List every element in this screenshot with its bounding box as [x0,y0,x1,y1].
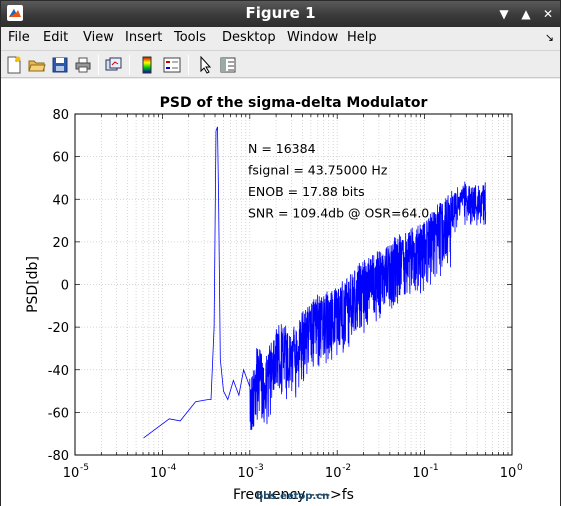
minimize-icon[interactable]: ▼ [499,7,509,21]
print-icon[interactable] [74,56,92,74]
y-tick-label: -80 [48,449,69,464]
x-tick-label: 10 [325,466,342,481]
y-tick-label: -40 [48,364,69,379]
toolbar-separator [98,55,99,75]
x-tick-label-exponent: -2 [342,463,351,473]
menu-help[interactable]: Help [347,30,377,45]
menu-desktop[interactable]: Desktop [222,30,276,45]
toolbar-separator [188,55,189,75]
close-icon[interactable]: ✕ [542,7,554,21]
x-tick-label: 10 [238,466,255,481]
maximize-icon[interactable]: ▲ [521,7,531,21]
toolbar [1,50,560,78]
dock-arrow-icon[interactable]: ↘ [544,31,554,44]
property-editor-icon[interactable] [219,56,237,74]
watermark-text: bbs.eetop.cn [256,491,329,502]
save-icon[interactable] [51,56,69,74]
pointer-icon[interactable] [196,56,214,74]
x-tick-label: 10 [150,466,167,481]
x-axis-label: Frequency ---->fs [233,487,354,503]
x-tick-label: 10 [500,466,517,481]
legend-icon[interactable] [163,56,181,74]
matlab-logo-icon [7,5,23,21]
title-bar[interactable]: Figure 1 ▼ ▲ ✕ [1,1,560,27]
y-tick-label: 0 [61,279,69,294]
menu-view[interactable]: View [83,30,114,45]
open-file-icon[interactable] [28,56,46,74]
toolbar-separator [129,55,130,75]
x-tick-label: 10 [63,466,80,481]
figure-canvas: -80 -60 -40 -20 0 20 40 60 80 10 -5 10 -4 10 -3 10 -2 10-… [1,79,560,506]
y-axis-label: PSD[db] [25,256,41,313]
y-tick-label: 20 [52,236,69,251]
plot-frame [74,113,513,456]
window-title: Figure 1 [245,4,316,22]
annotation-text: fsignal = 43.75000 Hz [248,163,388,178]
chart-title: PSD of the sigma-delta Modulator [160,95,428,111]
annotation-text: ENOB = 17.88 bits [248,184,365,199]
menu-insert[interactable]: Insert [125,30,163,45]
link-plot-icon[interactable] [105,56,123,74]
colorbar-icon[interactable] [138,56,156,74]
menu-bar: File Edit View Insert Tools Desktop Wind… [1,27,560,49]
new-figure-icon[interactable] [5,56,23,74]
x-tick-label-exponent: -3 [255,463,264,473]
x-tick-label-exponent: 0 [517,463,523,473]
psd-series-line [143,126,487,439]
menu-edit[interactable]: Edit [43,30,69,45]
y-tick-label: 80 [52,108,69,123]
x-tick-label-exponent: -1 [430,463,439,473]
menu-file[interactable]: File [8,30,30,45]
x-tick-label: 10 [412,466,429,481]
menu-window[interactable]: Window [287,30,339,45]
y-tick-label: 60 [52,151,69,166]
annotation-text: SNR = 109.4db @ OSR=64.0 [248,206,429,221]
x-tick-label-exponent: -5 [80,463,89,473]
x-tick-label-exponent: -4 [167,463,176,473]
y-tick-label: -20 [48,321,69,336]
y-tick-label: 40 [52,193,69,208]
annotation-text: N = 16384 [248,141,316,156]
menu-tools[interactable]: Tools [174,30,207,45]
y-tick-label: -60 [48,406,69,421]
